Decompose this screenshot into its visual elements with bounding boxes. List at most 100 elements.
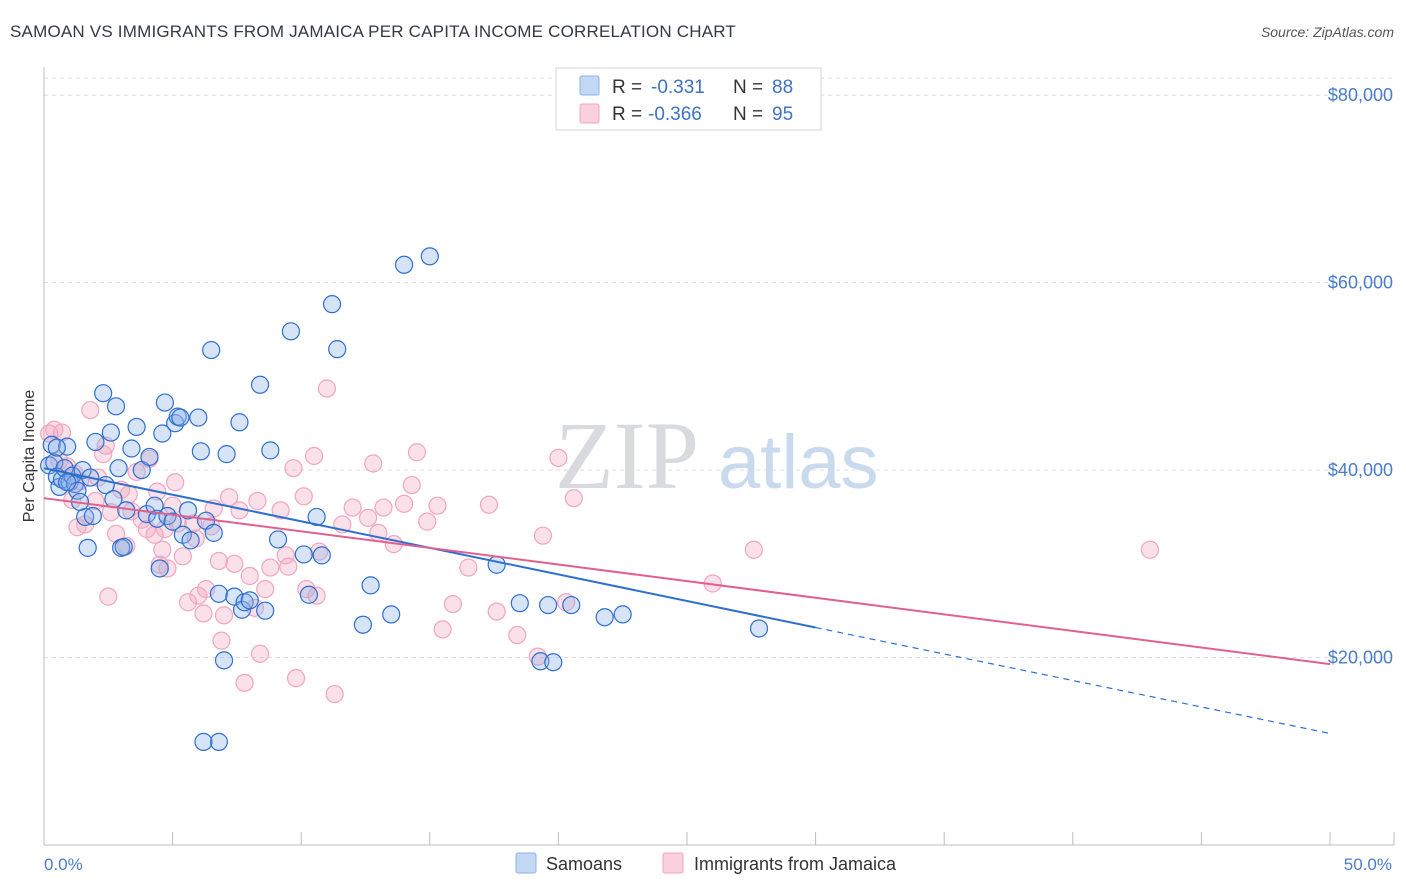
stats-samoan-n-label: N = [733, 77, 763, 98]
samoan-point [749, 619, 769, 638]
samoan-point [181, 531, 200, 550]
jamaica-point [433, 620, 452, 639]
samoan-point [394, 255, 414, 274]
y-tick-label: $20,000 [1328, 648, 1393, 668]
jamaica-point [166, 473, 185, 492]
jamaica-point [443, 595, 463, 614]
jamaica-point [294, 487, 313, 506]
samoan-point [420, 247, 439, 266]
stats-samoan-r-value: -0.331 [651, 77, 705, 98]
samoan-point [150, 559, 169, 578]
jamaica-point [240, 566, 259, 586]
samoan-point [322, 295, 342, 314]
jamaica-point [343, 498, 362, 517]
jamaica-point [173, 547, 192, 566]
samoan-point [361, 576, 380, 595]
jamaica-point [394, 494, 414, 513]
stats-swatch-samoan [579, 75, 600, 96]
jamaica-point [119, 485, 138, 504]
jamaica-point [194, 604, 213, 623]
jamaica-point [325, 684, 344, 704]
samoan-point [178, 501, 198, 520]
samoan-point [114, 537, 133, 557]
jamaica-trendline [43, 497, 1331, 666]
y-axis-tick-labels: $20,000 $40,000 $60,000 $80,000 [1328, 85, 1393, 667]
stats-legend-box: R = -0.331 N = 88 R = -0.366 N = 95 [555, 67, 822, 131]
jamaica-point [557, 593, 576, 612]
samoan-point [230, 413, 249, 432]
jamaica-point [374, 498, 393, 517]
samoan-point [94, 384, 113, 403]
stats-samoan-r-label: R = [612, 77, 642, 98]
jamaica-point [271, 501, 290, 520]
samoan-point [202, 340, 221, 360]
jamaica-point [279, 557, 298, 576]
jamaica-point [307, 586, 326, 605]
jamaica-point [549, 448, 568, 467]
y-tick-label: $60,000 [1328, 273, 1393, 293]
chart-source: Source: ZipAtlas.com [1260, 24, 1394, 40]
samoan-point [531, 652, 550, 671]
jamaica-point [418, 512, 437, 531]
jamaica-point [261, 558, 280, 577]
y-axis-label: Per Capita Income [21, 390, 38, 523]
samoan-point [539, 595, 558, 615]
jamaica-point [364, 454, 383, 473]
samoan-point [209, 732, 228, 751]
stats-jamaica-r-value: -0.366 [648, 104, 702, 125]
jamaica-point [99, 587, 118, 606]
samoan-point [191, 442, 210, 461]
jamaica-point [276, 546, 295, 565]
series-samoan-points [40, 247, 769, 751]
x-tick-label-max: 50.0% [1344, 855, 1392, 874]
samoan-point [148, 509, 167, 528]
samoan-point [256, 601, 275, 620]
samoan-point [104, 490, 123, 509]
samoan-point [353, 615, 373, 634]
samoan-point [217, 445, 236, 464]
jamaica-point [214, 606, 234, 625]
samoan-point [299, 585, 319, 604]
samoan-point [328, 340, 347, 359]
samoan-point [209, 584, 228, 603]
samoan-point [268, 530, 288, 549]
jamaica-point [402, 475, 421, 495]
samoan-point [261, 441, 280, 460]
jamaica-point [744, 540, 763, 559]
jamaica-point [209, 551, 228, 571]
y-tick-label: $40,000 [1328, 460, 1393, 480]
jamaica-point [153, 540, 172, 559]
stats-samoan-n-value: 88 [772, 77, 793, 98]
samoan-point [83, 506, 102, 526]
samoan-point [544, 653, 563, 672]
jamaica-point [479, 495, 499, 514]
jamaica-point [250, 644, 270, 663]
jamaica-point [459, 558, 478, 577]
samoan-point [109, 459, 128, 478]
jamaica-point [487, 602, 506, 621]
legend-swatch-samoans [515, 852, 537, 874]
stats-jamaica-n-value: 95 [772, 104, 793, 125]
jamaica-point [284, 459, 303, 478]
legend-label-jamaica: Immigrants from Jamaica [694, 854, 897, 874]
stats-jamaica-r-label: R = [612, 104, 642, 125]
samoan-point [250, 375, 270, 394]
jamaica-point [317, 379, 337, 398]
samoan-point [194, 732, 213, 751]
jamaica-point [86, 491, 105, 511]
samoan-point [163, 512, 182, 531]
stats-box-border [555, 67, 822, 131]
jamaica-point [286, 669, 306, 688]
jamaica-point [428, 496, 447, 515]
samoan-point [86, 432, 105, 452]
y-tick-label: $80,000 [1328, 85, 1393, 105]
samoan-point [122, 439, 141, 458]
watermark-atlas: atlas [718, 420, 879, 505]
x-axis-ticks [172, 832, 1395, 845]
samoan-point [382, 605, 401, 624]
jamaica-point [235, 673, 254, 692]
samoan-point [42, 435, 61, 454]
legend-swatch-jamaica [662, 852, 684, 874]
samoan-point [281, 322, 301, 341]
